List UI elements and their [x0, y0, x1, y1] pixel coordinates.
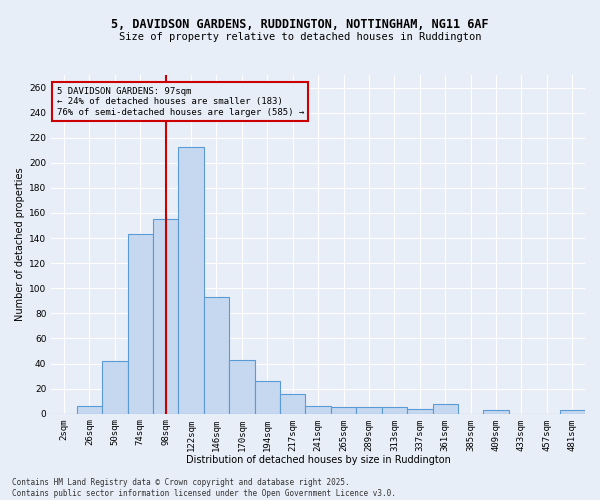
X-axis label: Distribution of detached houses by size in Ruddington: Distribution of detached houses by size … — [186, 455, 451, 465]
Bar — [560, 410, 585, 414]
Bar — [229, 360, 254, 414]
Text: 5 DAVIDSON GARDENS: 97sqm
← 24% of detached houses are smaller (183)
76% of semi: 5 DAVIDSON GARDENS: 97sqm ← 24% of detac… — [56, 87, 304, 117]
Bar — [356, 408, 382, 414]
Text: 5, DAVIDSON GARDENS, RUDDINGTON, NOTTINGHAM, NG11 6AF: 5, DAVIDSON GARDENS, RUDDINGTON, NOTTING… — [111, 18, 489, 30]
Bar — [484, 410, 509, 414]
Bar — [128, 234, 153, 414]
Bar — [305, 406, 331, 413]
Bar — [102, 361, 128, 414]
Text: Contains HM Land Registry data © Crown copyright and database right 2025.
Contai: Contains HM Land Registry data © Crown c… — [12, 478, 396, 498]
Bar — [331, 408, 356, 414]
Bar — [77, 406, 102, 413]
Bar — [153, 220, 178, 414]
Bar — [280, 394, 305, 413]
Bar — [204, 297, 229, 414]
Bar — [433, 404, 458, 413]
Bar — [382, 408, 407, 414]
Y-axis label: Number of detached properties: Number of detached properties — [15, 168, 25, 321]
Bar — [407, 408, 433, 414]
Bar — [254, 381, 280, 414]
Bar — [178, 146, 204, 414]
Text: Size of property relative to detached houses in Ruddington: Size of property relative to detached ho… — [119, 32, 481, 42]
